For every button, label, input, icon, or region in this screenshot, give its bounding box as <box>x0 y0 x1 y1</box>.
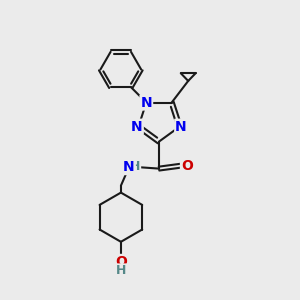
Text: H: H <box>116 264 127 278</box>
Text: N: N <box>175 120 187 134</box>
Text: H: H <box>130 160 140 173</box>
Text: N: N <box>123 160 135 174</box>
Text: O: O <box>116 255 128 269</box>
Text: N: N <box>140 95 152 110</box>
Text: N: N <box>131 120 143 134</box>
Text: O: O <box>181 159 193 172</box>
